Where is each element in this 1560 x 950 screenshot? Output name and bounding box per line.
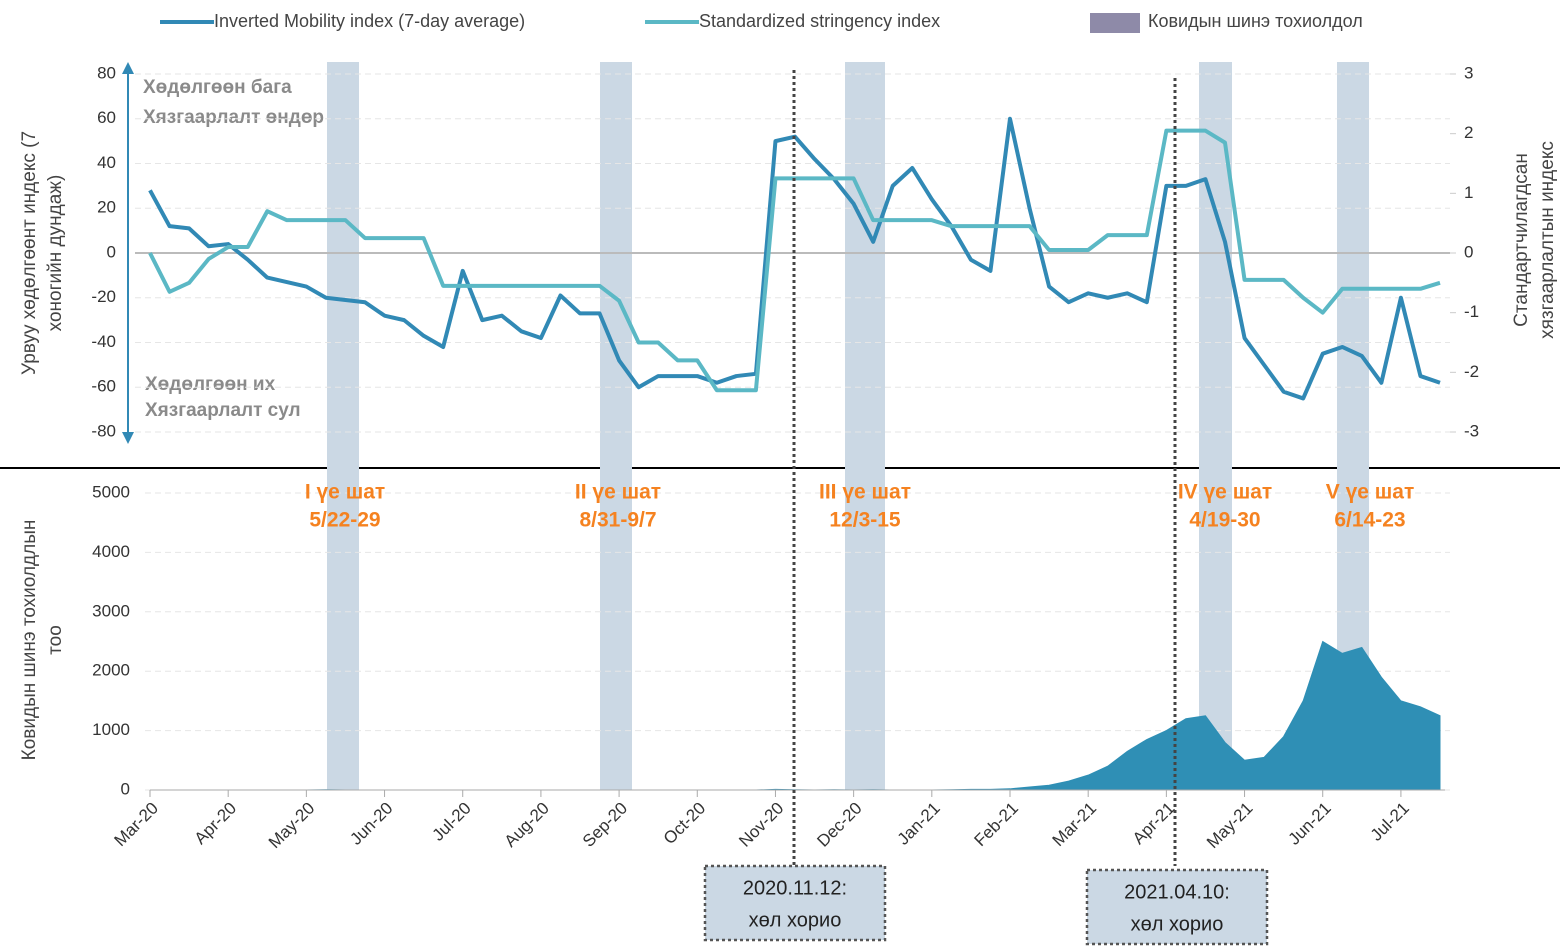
y-tick-label: -40 — [91, 332, 116, 351]
event-label: хөл хорио — [749, 909, 842, 931]
phase-dates: 5/22-29 — [309, 509, 380, 532]
y-tick-label: -60 — [91, 377, 116, 396]
x-tick-label: Apr-20 — [191, 799, 241, 849]
arrow-head — [122, 62, 134, 74]
x-tick-label: May-20 — [265, 799, 319, 853]
x-tick-label: Aug-20 — [501, 799, 553, 851]
x-tick-label: Apr-21 — [1129, 799, 1179, 849]
arrow-head — [122, 432, 134, 444]
phase-name: IV үе шат — [1178, 481, 1272, 504]
x-tick-label: Oct-20 — [660, 799, 710, 849]
y-tick-label: 1000 — [92, 720, 130, 739]
phase-band — [600, 62, 632, 790]
x-tick-label: Feb-21 — [970, 799, 1022, 851]
y-tick-label: 4000 — [92, 542, 130, 561]
plot-layer: -80 -60 -40 -20 0 20 40 60 80 -3 -2 -1 0 1 2 3 0 1000 2000… — [91, 11, 1479, 946]
y2-tick-label: -2 — [1464, 362, 1479, 381]
x-tick-label: Sep-20 — [579, 799, 631, 851]
event-date: 2021.04.10: — [1124, 881, 1230, 903]
phase-name: I үе шат — [305, 481, 385, 504]
y-tick-label: 40 — [97, 153, 116, 172]
phase-name: II үе шат — [575, 481, 661, 504]
x-tick-label: Jun-20 — [346, 799, 396, 849]
x-tick-label: Jan-21 — [894, 799, 944, 849]
y-axis-title: Урвуу хөдөлгөөнт индекс (7 — [19, 131, 40, 375]
y-tick-label: 2000 — [92, 661, 130, 680]
annotation: Хөдөлгөөн бага — [143, 77, 292, 98]
legend-label: Ковидын шинэ тохиолдол — [1148, 11, 1363, 31]
x-tick-label: Jul-21 — [1367, 799, 1413, 845]
y-axis-title: хоногийн дундаж) — [45, 175, 66, 332]
phase-name: V үе шат — [1326, 481, 1415, 504]
event-box — [703, 864, 887, 942]
phase-band — [327, 62, 359, 790]
y-tick-label: -80 — [91, 421, 116, 440]
x-tick-label: Jul-20 — [429, 799, 475, 845]
annotation: Хөдөлгөөн их — [145, 374, 276, 395]
phase-name: III үе шат — [819, 481, 911, 504]
x-tick-label: Jun-21 — [1285, 799, 1335, 849]
y2-tick-label: 0 — [1464, 242, 1473, 261]
phase-dates: 8/31-9/7 — [579, 509, 656, 532]
legend-swatch — [1090, 13, 1140, 33]
x-tick-label: Mar-21 — [1049, 799, 1101, 851]
event-date: 2020.11.12: — [743, 877, 847, 899]
y-tick-label: 0 — [121, 779, 130, 798]
annotation: Хязгаарлалт сул — [145, 400, 301, 421]
x-tick-label: May-21 — [1203, 799, 1257, 853]
event-box — [1085, 868, 1269, 946]
y2-tick-label: 2 — [1464, 123, 1473, 142]
legend-label: Inverted Mobility index (7-day average) — [214, 11, 525, 31]
y2-axis-title: Стандартчилагдсан — [1511, 153, 1532, 327]
y-axis-title: тоо — [45, 625, 66, 655]
y-tick-label: 60 — [97, 108, 116, 127]
y-tick-label: 3000 — [92, 601, 130, 620]
phase-band — [845, 62, 885, 790]
x-tick-label: Dec-20 — [813, 799, 865, 851]
y2-tick-label: 3 — [1464, 63, 1473, 82]
phase-dates: 12/3-15 — [829, 509, 901, 532]
phase-dates: 4/19-30 — [1189, 509, 1260, 532]
y-tick-label: 80 — [97, 63, 116, 82]
y2-axis-title: хязгаарлалтын индекс — [1537, 141, 1558, 339]
y2-tick-label: 1 — [1464, 183, 1473, 202]
y2-tick-label: -1 — [1464, 302, 1479, 321]
x-tick-label: Mar-20 — [110, 799, 162, 851]
y-axis-title: Ковидын шинэ тохиолдлын — [19, 520, 40, 761]
event-label: хөл хорио — [1131, 913, 1224, 935]
legend-label: Standardized stringency index — [699, 11, 940, 31]
phase-dates: 6/14-23 — [1334, 509, 1405, 532]
phase-band — [1199, 62, 1232, 790]
y-tick-label: 5000 — [92, 482, 130, 501]
y-tick-label: 0 — [107, 242, 116, 261]
y-tick-label: -20 — [91, 287, 116, 306]
y-tick-label: 20 — [97, 198, 116, 217]
y2-tick-label: -3 — [1464, 421, 1479, 440]
x-tick-label: Nov-20 — [735, 799, 787, 851]
annotation: Хязгаарлалт өндөр — [143, 107, 324, 128]
